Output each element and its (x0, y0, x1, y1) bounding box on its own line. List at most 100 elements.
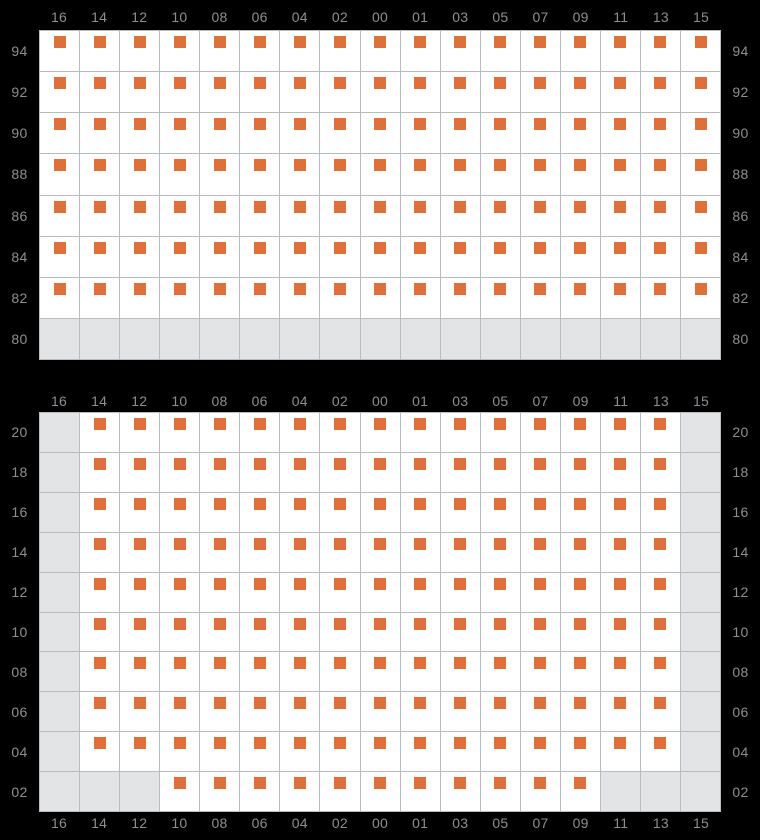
grid-cell[interactable] (240, 692, 280, 732)
grid-cell[interactable] (560, 154, 600, 195)
grid-cell[interactable] (280, 195, 320, 236)
grid-cell[interactable] (120, 195, 160, 236)
grid-cell[interactable] (160, 532, 200, 572)
grid-cell[interactable] (440, 113, 480, 154)
grid-cell[interactable] (200, 492, 240, 532)
grid-cell[interactable] (240, 732, 280, 772)
grid-cell[interactable] (440, 492, 480, 532)
grid-cell[interactable] (40, 236, 80, 277)
grid-cell[interactable] (560, 113, 600, 154)
grid-cell[interactable] (320, 154, 360, 195)
grid-cell[interactable] (560, 413, 600, 452)
grid-cell[interactable] (480, 154, 520, 195)
grid-cell[interactable] (560, 772, 600, 812)
grid-cell[interactable] (440, 572, 480, 612)
grid-cell[interactable] (600, 413, 640, 452)
grid-cell[interactable] (360, 532, 400, 572)
grid-cell[interactable] (280, 72, 320, 113)
grid-cell[interactable] (160, 452, 200, 492)
grid-cell[interactable] (280, 452, 320, 492)
grid-cell[interactable] (40, 72, 80, 113)
grid-cell[interactable] (240, 572, 280, 612)
grid-cell[interactable] (320, 732, 360, 772)
grid-cell[interactable] (320, 452, 360, 492)
grid-cell[interactable] (440, 154, 480, 195)
grid-cell[interactable] (480, 195, 520, 236)
grid-cell[interactable] (280, 732, 320, 772)
grid-cell[interactable] (360, 612, 400, 652)
grid-cell[interactable] (640, 195, 680, 236)
grid-cell[interactable] (240, 195, 280, 236)
grid-cell[interactable] (480, 732, 520, 772)
grid-cell[interactable] (600, 492, 640, 532)
grid-cell[interactable] (80, 532, 120, 572)
grid-cell[interactable] (600, 154, 640, 195)
grid-cell[interactable] (440, 612, 480, 652)
grid-cell[interactable] (40, 195, 80, 236)
grid-cell[interactable] (160, 236, 200, 277)
grid-cell[interactable] (360, 31, 400, 72)
grid-cell[interactable] (360, 413, 400, 452)
grid-cell[interactable] (320, 195, 360, 236)
grid-cell[interactable] (560, 732, 600, 772)
grid-cell[interactable] (640, 692, 680, 732)
grid-cell[interactable] (520, 732, 560, 772)
grid-cell[interactable] (200, 195, 240, 236)
grid-cell[interactable] (600, 72, 640, 113)
grid-cell[interactable] (640, 732, 680, 772)
grid-cell[interactable] (681, 113, 721, 154)
grid-cell[interactable] (400, 652, 440, 692)
grid-cell[interactable] (560, 277, 600, 318)
grid-cell[interactable] (560, 692, 600, 732)
grid-cell[interactable] (200, 277, 240, 318)
grid-cell[interactable] (80, 413, 120, 452)
grid-cell[interactable] (360, 772, 400, 812)
grid-cell[interactable] (520, 452, 560, 492)
grid-cell[interactable] (280, 413, 320, 452)
grid-cell[interactable] (280, 532, 320, 572)
grid-cell[interactable] (200, 31, 240, 72)
grid-cell[interactable] (400, 452, 440, 492)
grid-cell[interactable] (200, 452, 240, 492)
grid-cell[interactable] (200, 413, 240, 452)
grid-cell[interactable] (640, 532, 680, 572)
grid-cell[interactable] (320, 772, 360, 812)
grid-cell[interactable] (240, 413, 280, 452)
grid-cell[interactable] (640, 113, 680, 154)
grid-cell[interactable] (320, 612, 360, 652)
grid-cell[interactable] (320, 72, 360, 113)
grid-cell[interactable] (440, 236, 480, 277)
grid-cell[interactable] (40, 113, 80, 154)
grid-cell[interactable] (200, 772, 240, 812)
grid-cell[interactable] (400, 492, 440, 532)
grid-cell[interactable] (320, 572, 360, 612)
grid-cell[interactable] (520, 72, 560, 113)
grid-cell[interactable] (681, 31, 721, 72)
grid-cell[interactable] (440, 277, 480, 318)
grid-cell[interactable] (280, 772, 320, 812)
grid-cell[interactable] (120, 572, 160, 612)
grid-cell[interactable] (400, 195, 440, 236)
grid-cell[interactable] (120, 612, 160, 652)
grid-cell[interactable] (160, 692, 200, 732)
grid-cell[interactable] (600, 31, 640, 72)
grid-cell[interactable] (80, 277, 120, 318)
grid-cell[interactable] (80, 492, 120, 532)
grid-cell[interactable] (320, 532, 360, 572)
grid-cell[interactable] (640, 492, 680, 532)
grid-cell[interactable] (480, 652, 520, 692)
grid-cell[interactable] (360, 113, 400, 154)
grid-cell[interactable] (320, 277, 360, 318)
grid-cell[interactable] (600, 692, 640, 732)
grid-cell[interactable] (320, 692, 360, 732)
grid-cell[interactable] (400, 732, 440, 772)
grid-cell[interactable] (360, 492, 400, 532)
grid-cell[interactable] (120, 277, 160, 318)
grid-cell[interactable] (600, 612, 640, 652)
grid-cell[interactable] (280, 572, 320, 612)
grid-cell[interactable] (520, 772, 560, 812)
grid-cell[interactable] (200, 732, 240, 772)
grid-cell[interactable] (681, 154, 721, 195)
grid-cell[interactable] (640, 572, 680, 612)
grid-cell[interactable] (560, 452, 600, 492)
